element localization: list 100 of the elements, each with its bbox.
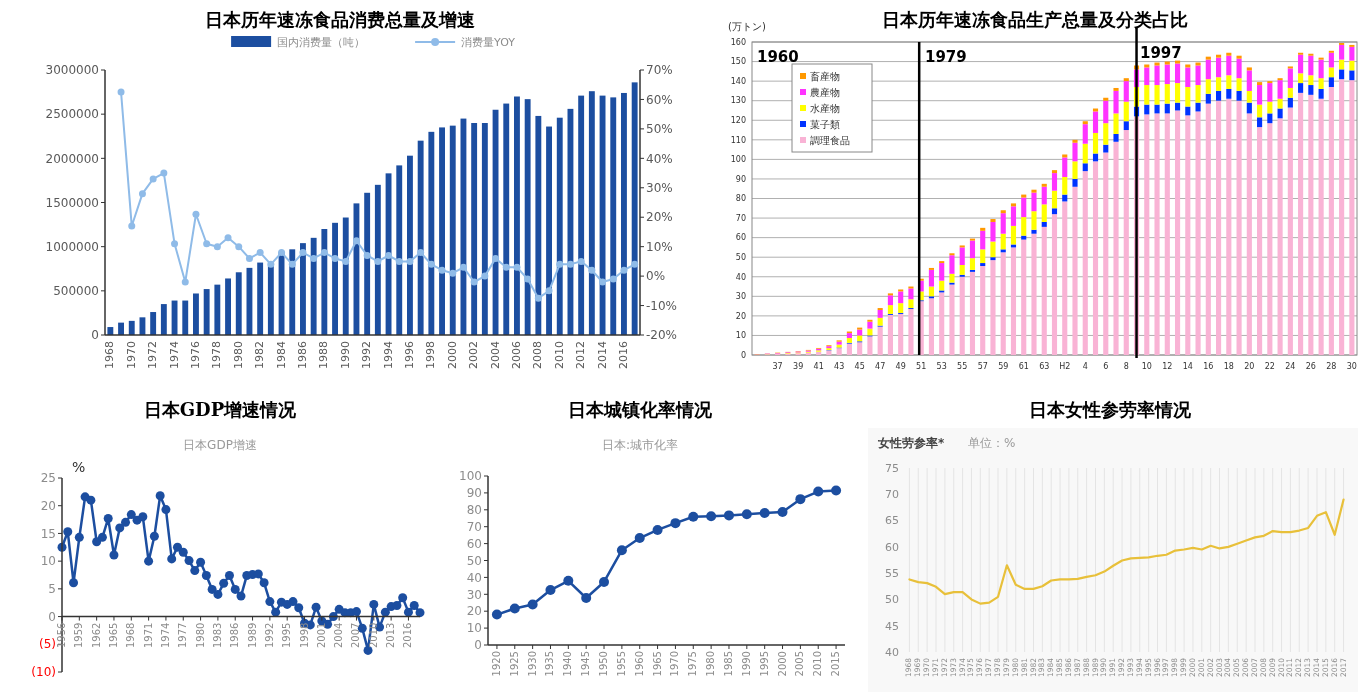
x-tick-label: 1980 (194, 622, 206, 649)
y-tick-label: 1000000 (45, 239, 99, 254)
x-tick-label: 59 (998, 362, 1009, 371)
x-tick-label: 2004 (488, 341, 502, 369)
x-tick-label: 1950 (598, 651, 610, 677)
y-tick-label: 100 (459, 469, 482, 484)
x-tick-label: 1955 (615, 651, 627, 677)
x-tick-label: 1978 (210, 341, 224, 369)
x-tick-label: 2000 (445, 341, 459, 369)
y-tick-label: 80 (466, 503, 482, 517)
y-tick-label: 3000000 (45, 63, 99, 78)
x-tick-label: 1968 (125, 622, 137, 649)
y-tick-label: 160 (730, 37, 746, 47)
x-tick-label: 1960 (633, 651, 645, 677)
x-tick-label: 2005 (794, 651, 806, 677)
y-tick-label: 65 (885, 514, 899, 528)
y-tick-label: 75 (885, 461, 899, 475)
y-axis-title: (万トン) (728, 21, 766, 32)
x-tick-label: 1965 (651, 651, 663, 677)
y-tick-label: 90 (735, 174, 746, 184)
x-tick-label: 24 (1285, 362, 1296, 371)
y-tick-label: 40 (735, 272, 746, 282)
x-tick-label: 18 (1223, 362, 1234, 371)
x-tick-label: 1970 (124, 341, 138, 369)
annotation: 1960 (757, 48, 799, 66)
x-tick-label: 20 (1244, 362, 1255, 371)
x-tick-label: 2016 (616, 341, 630, 369)
x-tick-label: 1983 (211, 622, 223, 649)
chart-title: 日本GDP增速情况 (143, 399, 298, 420)
x-tick-label: 22 (1264, 362, 1275, 371)
y-tick-label: 60 (885, 540, 899, 554)
y-tick-label: 1500000 (45, 195, 99, 210)
x-tick-label: 1971 (142, 622, 154, 649)
y-tick-label: 50 (466, 553, 482, 568)
y-tick-label: 80 (735, 194, 746, 204)
x-tick-label: 2014 (595, 341, 609, 369)
x-tick-label: 45 (854, 362, 865, 371)
x-tick-label: 1975 (687, 651, 699, 677)
x-tick-label: 1985 (722, 651, 734, 677)
y-tick-label: 50 (735, 252, 746, 262)
x-tick-label: 1986 (295, 341, 309, 369)
x-tick-label: 1994 (381, 341, 395, 369)
y-tick-label: 40 (885, 645, 899, 659)
y-tick-label: 0 (740, 350, 746, 360)
x-tick-label: 1988 (317, 341, 331, 369)
chart-title: 日本历年速冻食品消费总量及增速 (205, 9, 475, 30)
x-tick-label: 37 (772, 362, 783, 371)
y-tick-label: (10) (31, 665, 56, 680)
chart-subtitle: 日本GDP增速 (183, 438, 257, 452)
annotation: 1979 (925, 48, 967, 66)
y-tick-label: (5) (39, 637, 56, 652)
y-tick-label: 15 (40, 526, 56, 541)
x-tick-label: 2000 (776, 651, 788, 677)
y2-tick-label: -10% (646, 298, 678, 313)
y-tick-label: 70 (885, 488, 899, 502)
x-tick-label: 49 (895, 362, 906, 371)
y-tick-label: 30 (735, 292, 746, 302)
y2-tick-label: 40% (646, 151, 673, 166)
x-tick-label: 1976 (188, 341, 202, 369)
legend-label: 消费量YOY (461, 36, 516, 49)
y2-tick-label: -20% (646, 328, 678, 343)
x-tick-label: 39 (793, 362, 804, 371)
y-tick-label: 130 (730, 96, 746, 106)
y-axis-title: % (72, 459, 86, 475)
x-tick-label: 1965 (107, 622, 119, 649)
x-tick-label: 1974 (167, 341, 181, 369)
x-tick-label: 2008 (531, 341, 545, 369)
x-tick-label: 1989 (246, 622, 258, 649)
legend-label: 畜産物 (810, 71, 840, 82)
legend-label: 国内消费量（吨） (277, 36, 366, 49)
x-tick-label: 1945 (580, 651, 592, 677)
x-tick-label: 63 (1039, 362, 1050, 371)
y2-tick-label: 0% (646, 269, 666, 284)
x-tick-label: 8 (1123, 362, 1129, 371)
x-tick-label: 14 (1182, 362, 1193, 371)
x-tick-label: 16 (1203, 362, 1214, 371)
y-tick-label: 140 (730, 76, 746, 86)
x-tick-label: 1970 (669, 651, 681, 677)
x-tick-label: 4 (1082, 362, 1088, 371)
y2-tick-label: 20% (646, 210, 673, 225)
x-tick-label: 1998 (298, 622, 310, 649)
x-tick-label: 51 (916, 362, 927, 371)
legend-label: 調理食品 (810, 135, 850, 146)
y-tick-label: 150 (730, 57, 746, 67)
y-tick-label: 10 (735, 331, 746, 341)
y2-tick-label: 10% (646, 239, 673, 254)
x-tick-label: 1972 (146, 341, 160, 369)
x-tick-label: 30 (1346, 362, 1357, 371)
y2-tick-label: 60% (646, 92, 673, 107)
y-tick-label: 2000000 (45, 151, 99, 166)
x-tick-label: 1995 (758, 651, 770, 677)
x-tick-label: 1980 (231, 341, 245, 369)
x-tick-label: 2013 (385, 622, 397, 649)
chart-subtitle: 女性劳参率* (877, 436, 945, 450)
y2-tick-label: 50% (646, 122, 673, 137)
y-tick-label: 20 (735, 311, 746, 321)
x-tick-label: 1930 (526, 651, 538, 677)
legend-label: 菓子類 (810, 119, 840, 130)
x-tick-label: 1940 (562, 651, 574, 677)
chart-title: 日本历年速冻食品生产总量及分类占比 (882, 9, 1188, 30)
